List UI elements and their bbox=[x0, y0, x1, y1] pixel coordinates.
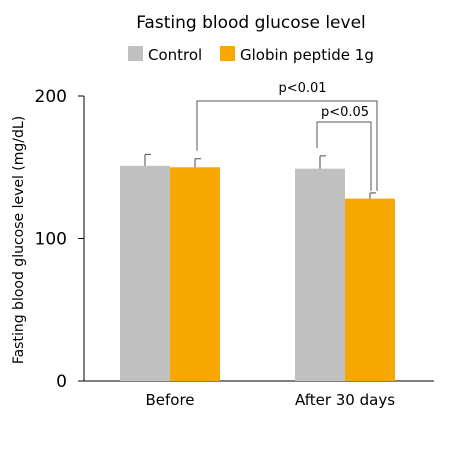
x-tick-label: Before bbox=[145, 391, 194, 409]
y-tick-label: 200 bbox=[35, 87, 67, 107]
legend-swatch-globin bbox=[220, 46, 235, 61]
bar bbox=[295, 168, 345, 381]
legend-label-control: Control bbox=[148, 46, 202, 64]
y-tick-label: 100 bbox=[35, 230, 67, 250]
significance-label-p001: p<0.01 bbox=[278, 81, 326, 96]
bar bbox=[170, 167, 220, 381]
significance-bracket-p001 bbox=[196, 100, 378, 191]
x-tick-label: After 30 days bbox=[295, 391, 395, 409]
significance-bracket-p005 bbox=[316, 121, 372, 191]
legend: Control Globin peptide 1g bbox=[128, 46, 374, 64]
y-axis-label: Fasting blood glucose level (mg/dL) bbox=[11, 116, 27, 364]
chart-title: Fasting blood glucose level bbox=[136, 13, 366, 33]
legend-swatch-control bbox=[128, 46, 143, 61]
y-tick-label: 0 bbox=[56, 372, 67, 392]
bar bbox=[345, 198, 395, 381]
significance-label-p005: p<0.05 bbox=[321, 105, 369, 120]
legend-label-globin: Globin peptide 1g bbox=[240, 46, 374, 64]
plot-area: 0 100 200 Before After 30 days p<0.01 p<0.05 bbox=[35, 81, 434, 409]
bar bbox=[120, 165, 170, 381]
